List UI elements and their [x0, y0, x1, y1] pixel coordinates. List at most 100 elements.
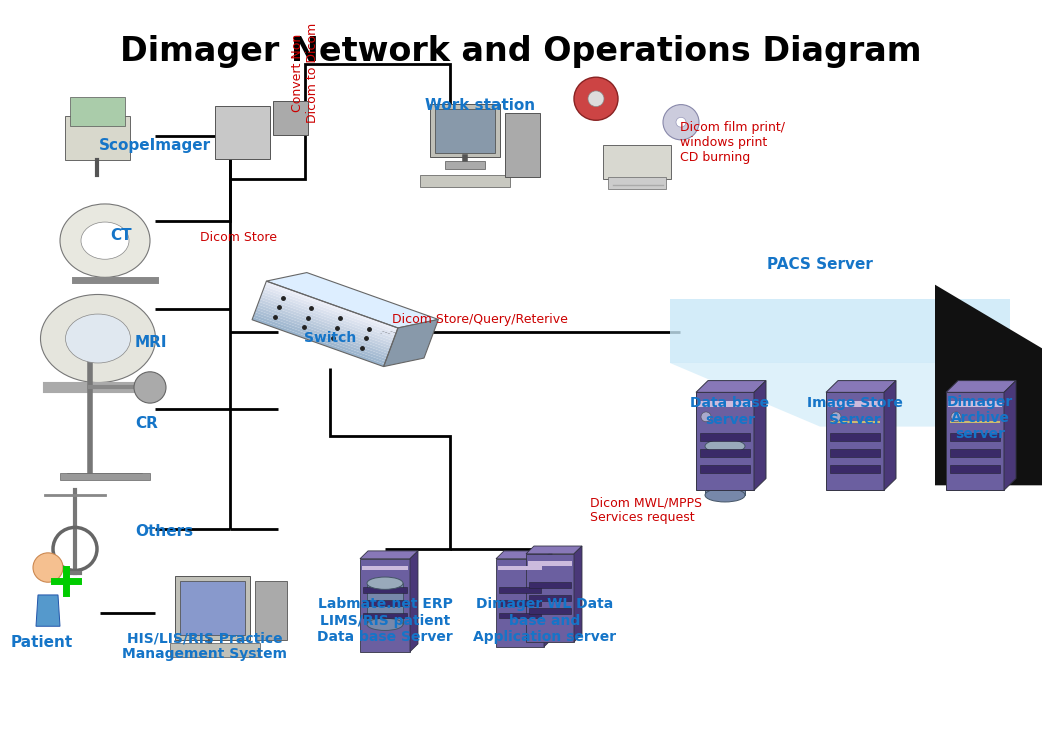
Bar [528, 561, 572, 566]
Bar [830, 449, 880, 457]
Bar [60, 472, 150, 480]
Circle shape [832, 412, 841, 422]
Bar [830, 420, 880, 423]
Text: CT: CT [110, 228, 131, 242]
Polygon shape [670, 363, 1010, 426]
Bar [526, 554, 574, 642]
Bar [705, 446, 745, 495]
Bar [430, 104, 500, 158]
Circle shape [676, 118, 686, 127]
Bar [826, 392, 884, 491]
Bar [529, 583, 571, 588]
Ellipse shape [66, 314, 130, 363]
Polygon shape [255, 310, 388, 359]
Text: Dicom film print/
windows print
CD burning: Dicom film print/ windows print CD burni… [680, 121, 785, 164]
Bar [948, 402, 1002, 407]
Polygon shape [260, 294, 393, 343]
Polygon shape [946, 380, 1016, 392]
Bar [367, 583, 403, 624]
Bar [363, 587, 407, 593]
Bar [830, 417, 880, 454]
Bar [700, 465, 750, 472]
Bar [950, 420, 1000, 423]
Polygon shape [257, 301, 391, 351]
Polygon shape [574, 546, 582, 642]
Polygon shape [383, 320, 439, 366]
Bar [70, 97, 125, 126]
Polygon shape [526, 546, 582, 554]
Bar [445, 161, 485, 169]
Polygon shape [496, 551, 552, 558]
Text: CR: CR [135, 417, 158, 431]
Bar [698, 402, 752, 407]
Text: Others: Others [135, 524, 193, 539]
Bar [215, 106, 270, 159]
Bar [65, 116, 130, 161]
Bar [496, 558, 544, 647]
Polygon shape [935, 285, 1042, 485]
Text: Dicom Store: Dicom Store [200, 231, 277, 244]
Text: Patient: Patient [10, 635, 73, 650]
Polygon shape [254, 312, 387, 361]
Polygon shape [263, 289, 395, 338]
Polygon shape [36, 595, 60, 626]
Bar [950, 434, 1000, 441]
Bar [498, 566, 542, 570]
Circle shape [701, 412, 711, 422]
Bar [830, 407, 855, 417]
Ellipse shape [60, 204, 150, 277]
Polygon shape [696, 380, 766, 392]
Polygon shape [1004, 380, 1016, 491]
Bar [499, 600, 541, 606]
Polygon shape [258, 299, 391, 348]
Bar [529, 607, 571, 613]
Bar [529, 595, 571, 601]
Bar [603, 145, 671, 179]
Circle shape [134, 372, 166, 403]
Polygon shape [256, 304, 390, 354]
Polygon shape [359, 551, 418, 558]
Polygon shape [826, 380, 896, 392]
Bar [255, 581, 287, 640]
Bar [946, 392, 1004, 491]
Bar [830, 465, 880, 472]
Polygon shape [754, 380, 766, 491]
Text: PACS Server: PACS Server [767, 257, 873, 272]
Text: Image Store
Server: Image Store Server [808, 396, 903, 426]
Bar [435, 109, 495, 153]
Bar [505, 113, 540, 177]
Bar [175, 577, 250, 640]
Bar [700, 434, 750, 441]
Text: Dicom Store/Query/Reterive: Dicom Store/Query/Reterive [392, 312, 568, 326]
Bar [273, 101, 308, 135]
Ellipse shape [41, 294, 155, 383]
Bar [950, 407, 975, 417]
Text: Dimager Network and Operations Diagram: Dimager Network and Operations Diagram [120, 35, 922, 68]
Circle shape [33, 553, 63, 583]
Text: Convert Non
Dicom to Dicom: Convert Non Dicom to Dicom [291, 23, 319, 123]
Bar [499, 587, 541, 593]
Polygon shape [884, 380, 896, 491]
Polygon shape [410, 551, 418, 652]
Polygon shape [256, 307, 389, 356]
Text: Labmate.net ERP
LIMS/RIS patient
Data base Server: Labmate.net ERP LIMS/RIS patient Data ba… [317, 597, 453, 644]
Polygon shape [670, 299, 1010, 363]
Polygon shape [259, 296, 392, 346]
Polygon shape [264, 286, 396, 336]
Bar [950, 417, 1000, 454]
Bar [830, 434, 880, 441]
Text: Dicom MWL/MPPS
Services request: Dicom MWL/MPPS Services request [590, 496, 702, 524]
Bar [362, 566, 408, 570]
Text: Dimager
Archive
server: Dimager Archive server [947, 395, 1013, 441]
Text: MRI: MRI [135, 335, 168, 350]
Ellipse shape [367, 618, 403, 631]
Bar [950, 449, 1000, 457]
Bar [363, 612, 407, 618]
Circle shape [588, 91, 604, 107]
Ellipse shape [367, 577, 403, 589]
Text: Work station: Work station [425, 99, 535, 113]
Bar [828, 402, 882, 407]
Polygon shape [262, 291, 394, 341]
Polygon shape [266, 281, 398, 331]
Bar [359, 558, 410, 652]
